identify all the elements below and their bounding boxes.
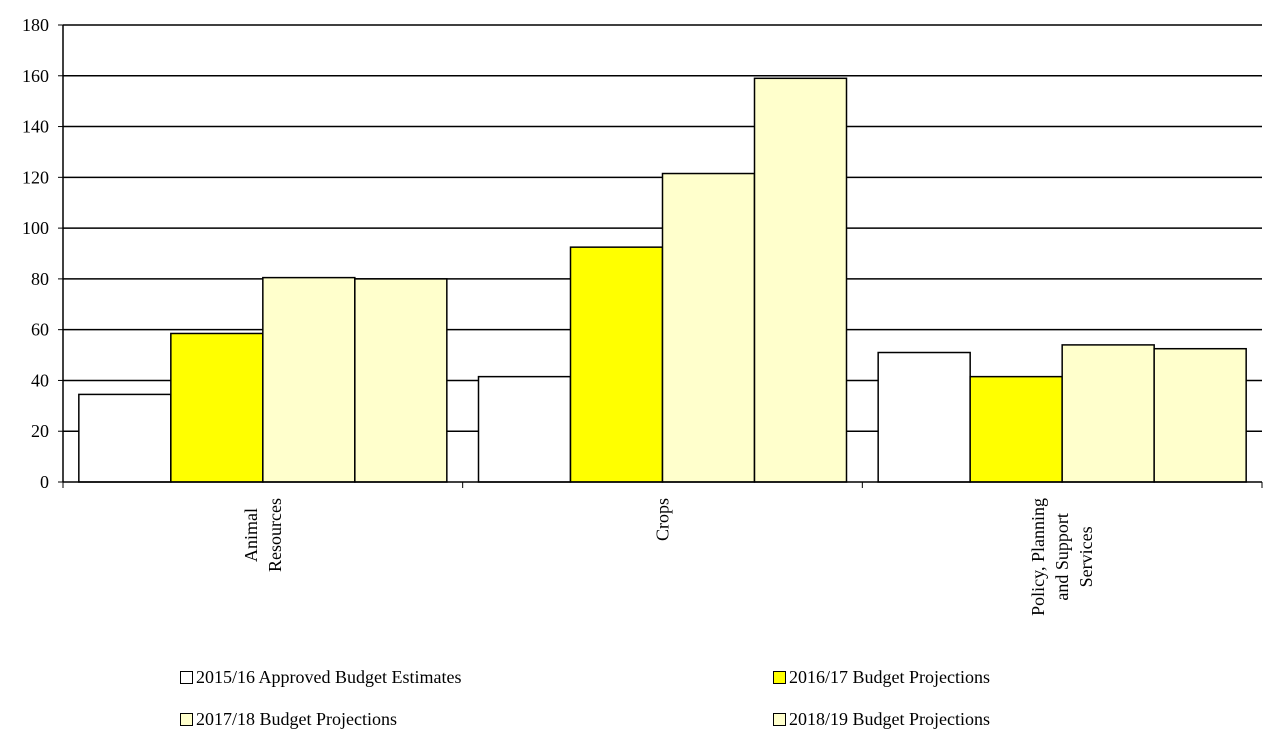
y-tick-label: 40 [31,370,49,390]
y-tick-label: 120 [22,167,49,187]
bar [877,351,971,483]
x-tick-label: Crops [653,498,673,541]
y-tick-label: 180 [22,15,49,35]
bar [1153,347,1247,483]
y-tick-label: 60 [31,320,49,340]
y-tick-label: 0 [40,472,49,492]
y-tick-label: 20 [31,421,49,441]
labels: 0 20 40 60 80 100 120 140 160 180 Animal Resources C… [22,15,1096,616]
y-tick-label: 140 [22,117,49,137]
bar [753,77,848,483]
bar [969,375,1063,483]
x-tick-label: Policy, Planning and Support Services [1028,498,1096,616]
bar [569,246,664,483]
bar [477,375,572,483]
bar [78,393,172,483]
axes [58,24,1263,488]
bar [262,276,356,483]
bar [661,172,756,483]
x-tick-label: Animal Resources [241,498,285,572]
bar [170,332,264,483]
y-tick-label: 160 [22,66,49,86]
bar [354,278,448,483]
bar [1061,344,1155,483]
y-tick-label: 100 [22,218,49,238]
bars [78,77,1247,483]
y-tick-label: 80 [31,269,49,289]
